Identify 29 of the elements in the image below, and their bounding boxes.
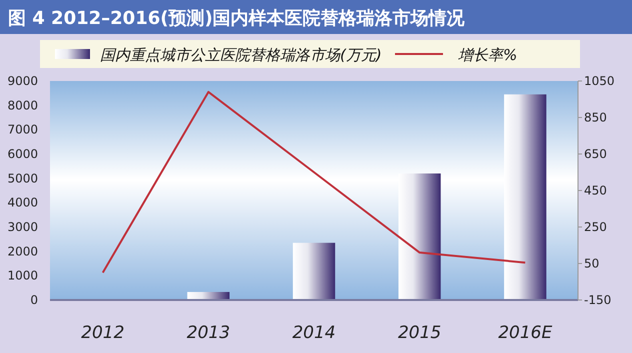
y-tick-label: 3000 [7, 220, 38, 234]
x-tick-label: 2013 [186, 323, 230, 343]
y2-tick-label: 650 [584, 147, 607, 161]
chart-title: 图 4 2012–2016(预测)国内样本医院替格瑞洛市场情况 [8, 8, 466, 29]
y-tick-label: 1000 [7, 268, 38, 283]
y-tick-label: 4000 [7, 196, 38, 210]
y2-tick-label: 1050 [584, 74, 615, 88]
y2-tick-label: 250 [584, 220, 607, 234]
y-tick-label: 7000 [7, 122, 38, 137]
y-tick-label: 0 [30, 293, 38, 307]
bar [292, 242, 336, 300]
bar [398, 173, 441, 300]
legend-label: 增长率% [458, 46, 518, 64]
y-tick-label: 8000 [7, 98, 38, 112]
y2-tick-label: 850 [584, 110, 607, 124]
y2-tick-label: 50 [584, 256, 600, 270]
y-tick-label: 9000 [7, 74, 38, 88]
y2-tick-label: -150 [584, 293, 612, 307]
y-tick-label: 2000 [7, 244, 38, 258]
line-series [102, 90, 526, 274]
bar [504, 94, 546, 300]
y-tick-label: 5000 [7, 171, 38, 186]
x-tick-label: 2016E [498, 323, 552, 343]
x-tick-label: 2014 [292, 323, 336, 343]
y-tick-label: 6000 [7, 147, 38, 161]
y2-tick-label: 450 [584, 184, 607, 198]
x-tick-label: 2012 [81, 323, 124, 343]
legend-label: 国内重点城市公立医院替格瑞洛市场(万元) [100, 46, 382, 64]
x-tick-label: 2015 [398, 323, 442, 343]
